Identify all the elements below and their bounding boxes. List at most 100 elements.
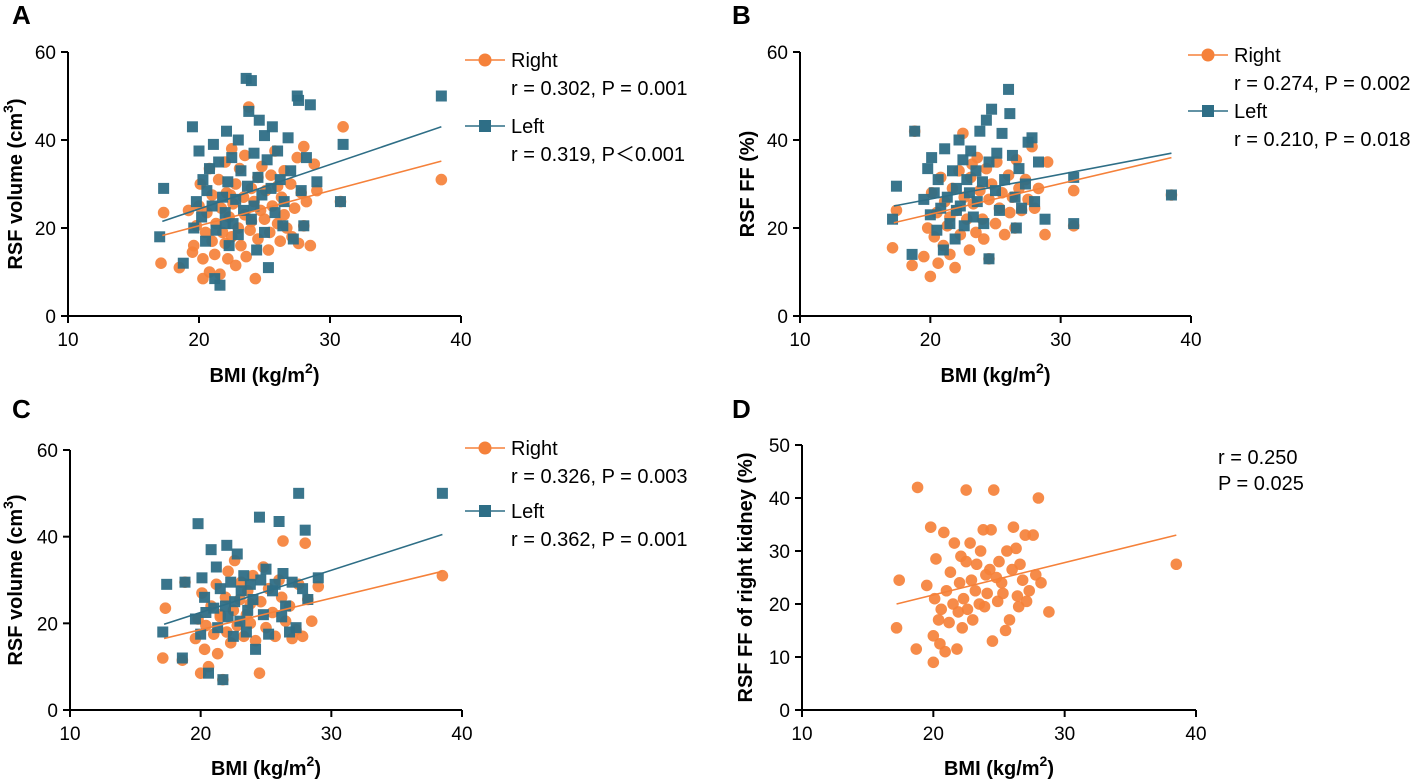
- data-point-left: [223, 240, 235, 252]
- data-point-right: [938, 526, 950, 539]
- y-tick-label: 20: [37, 614, 58, 635]
- data-point-left: [234, 615, 246, 627]
- data-point-right: [1004, 206, 1016, 219]
- data-point-right: [1007, 521, 1020, 533]
- data-point-left: [195, 628, 207, 640]
- data-point-left: [1016, 202, 1028, 214]
- data-point-left: [221, 539, 233, 551]
- data-point-right: [275, 591, 288, 604]
- data-point-right: [921, 222, 934, 234]
- x-axis-title-text: BMI (kg/m: [944, 758, 1040, 780]
- data-point-left: [259, 130, 270, 142]
- data-point-right: [930, 553, 942, 565]
- data-point-right: [999, 624, 1012, 637]
- legend-stat: r = 0.326, P = 0.003: [511, 466, 687, 488]
- data-point-left: [1003, 83, 1015, 95]
- data-point-left: [976, 176, 988, 188]
- data-point-right: [890, 204, 903, 217]
- data-point-right: [1014, 558, 1026, 571]
- data-point-right: [262, 244, 275, 256]
- x-tick-label: 40: [450, 330, 471, 351]
- data-point-left: [967, 211, 979, 223]
- data-point-left: [196, 211, 208, 223]
- data-point-right: [985, 524, 997, 536]
- data-point-left: [284, 626, 296, 638]
- data-point-right: [1032, 492, 1045, 504]
- data-point-right: [940, 584, 953, 597]
- x-tick-label: 20: [190, 724, 211, 745]
- data-point-left: [302, 594, 314, 605]
- data-point-left: [206, 200, 218, 212]
- data-point-left: [253, 114, 265, 126]
- data-point-right: [296, 630, 309, 643]
- data-point-right: [212, 173, 225, 186]
- x-tick-label: 10: [789, 330, 810, 351]
- data-point-left: [242, 604, 254, 616]
- data-point-left: [259, 226, 270, 238]
- y-tick-label: 0: [47, 701, 58, 722]
- data-point-left: [928, 187, 940, 199]
- data-point-left: [253, 511, 265, 523]
- y-tick-label: 60: [35, 43, 56, 64]
- data-point-right: [927, 656, 940, 669]
- data-point-left: [200, 235, 212, 247]
- data-point-left: [186, 121, 198, 133]
- data-point-left: [219, 218, 231, 230]
- data-point-left: [931, 224, 943, 236]
- data-point-right: [219, 591, 232, 604]
- data-point-right: [1035, 577, 1047, 589]
- data-point-left: [312, 572, 324, 584]
- x-tick-label: 30: [321, 724, 342, 745]
- legend-stat: r = 0.302, P = 0.001: [511, 78, 687, 100]
- y-tick-label: 40: [769, 489, 790, 510]
- data-point-right: [910, 643, 923, 655]
- data-point-left: [238, 204, 250, 216]
- data-point-right: [304, 239, 317, 252]
- data-point-right: [1041, 156, 1054, 168]
- data-point-right: [156, 652, 169, 664]
- data-point-right: [960, 484, 972, 496]
- data-point-left: [980, 114, 992, 126]
- data-point-left: [210, 224, 222, 236]
- data-point-right: [288, 202, 301, 214]
- data-point-right: [932, 614, 945, 626]
- y-tick-label: 30: [769, 542, 790, 563]
- data-point-right: [253, 667, 266, 679]
- data-point-left: [267, 585, 279, 597]
- y-tick-label: 20: [35, 219, 56, 240]
- data-point-left: [1006, 149, 1018, 161]
- data-point-left: [970, 165, 982, 177]
- data-point-left: [266, 121, 278, 133]
- data-point-left: [196, 572, 208, 584]
- legend-square-icon: [1202, 105, 1214, 117]
- data-point-left: [944, 218, 956, 230]
- data-point-right: [964, 537, 976, 549]
- x-axis-title-sup: 2: [1040, 753, 1048, 769]
- data-point-right: [298, 140, 310, 153]
- data-point-left: [297, 583, 309, 595]
- data-point-left: [226, 152, 238, 164]
- data-point-right: [274, 235, 287, 247]
- data-point-right: [886, 242, 899, 254]
- data-point-right: [918, 250, 930, 263]
- legend-label: Right: [511, 438, 558, 460]
- data-point-right: [1020, 595, 1033, 608]
- data-point-left: [436, 487, 448, 499]
- data-point-right: [1170, 558, 1183, 571]
- data-point-right: [249, 272, 262, 285]
- data-point-left: [1029, 196, 1041, 208]
- data-point-left: [227, 218, 239, 230]
- series-left: [887, 83, 1177, 265]
- data-point-left: [214, 279, 226, 291]
- data-point-right: [951, 643, 963, 655]
- data-point-left: [256, 189, 268, 201]
- data-point-right: [948, 537, 961, 549]
- legend-item-right: Right r = 0.274, P = 0.002: [1188, 45, 1410, 95]
- data-point-left: [269, 578, 281, 590]
- data-point-right: [965, 574, 978, 586]
- y-axis-title-sup: 3: [0, 501, 16, 509]
- data-point-left: [1039, 213, 1051, 225]
- data-point-left: [1068, 171, 1080, 183]
